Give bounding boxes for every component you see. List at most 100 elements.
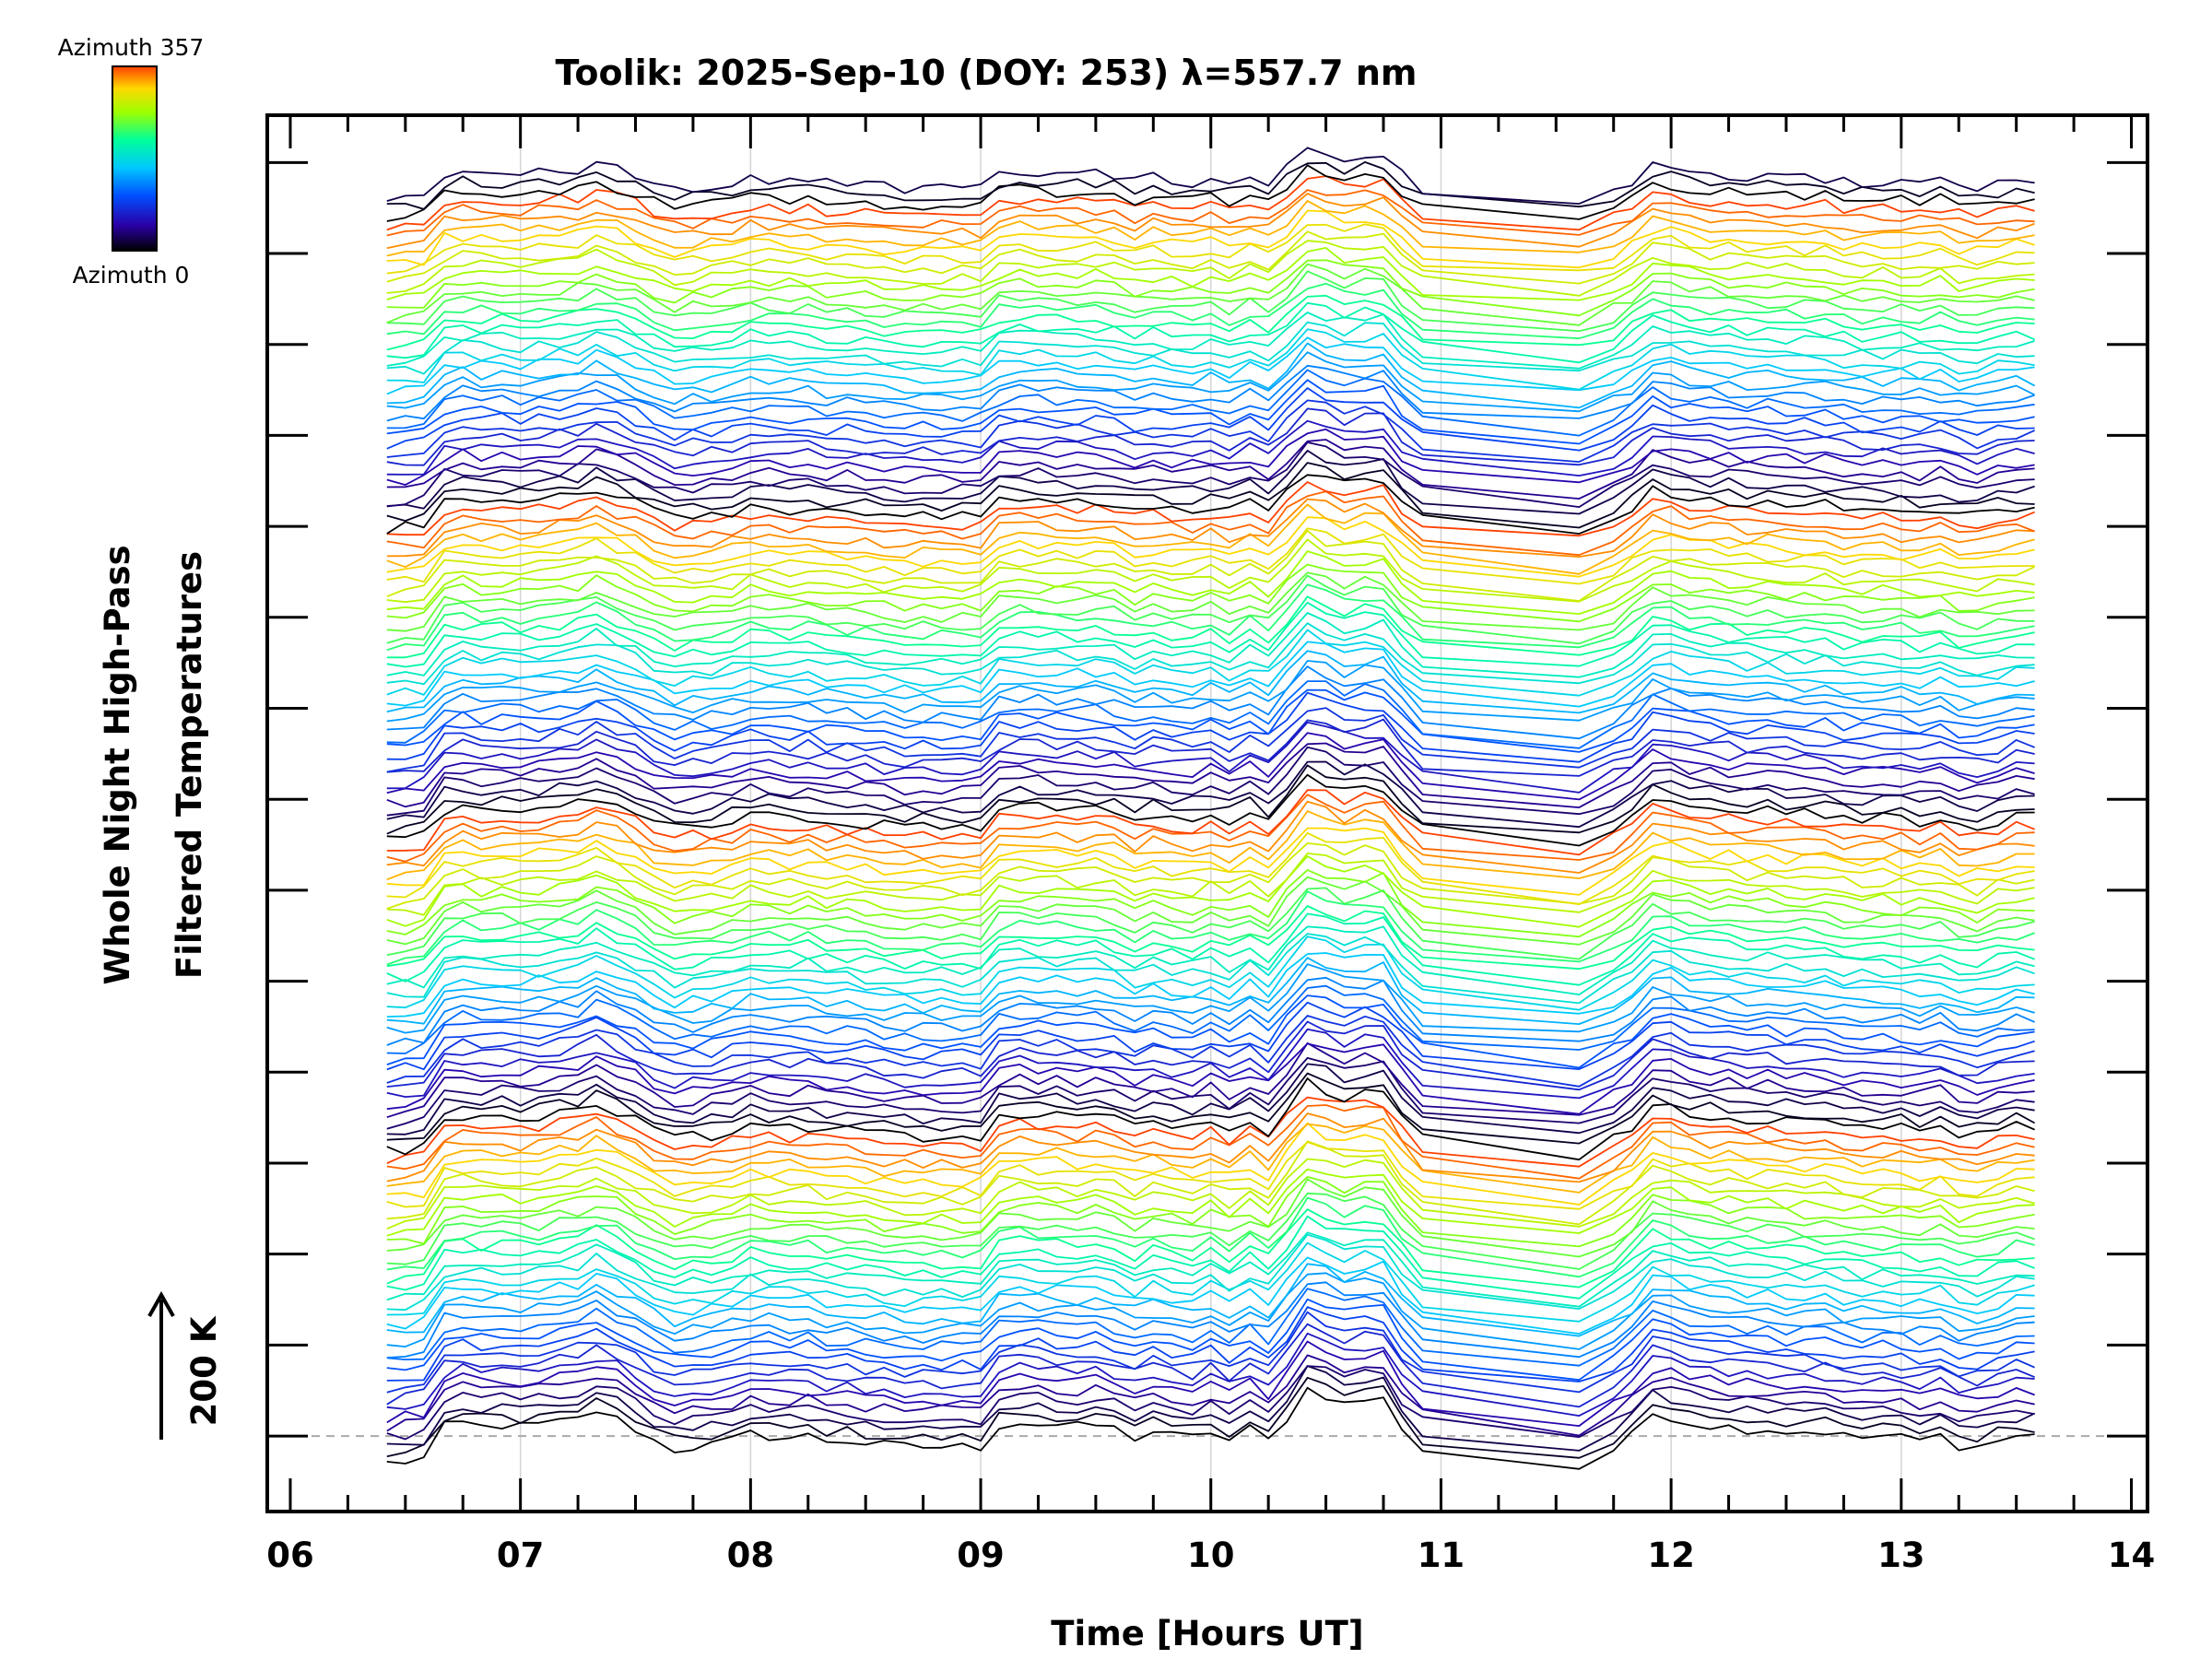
series-line [386,1365,2035,1452]
colorbar-bottom-label: Azimuth 0 [73,262,190,288]
colorbar-top-label: Azimuth 357 [58,34,205,61]
series-line [386,1263,2035,1337]
series-line [386,1241,2035,1323]
series-line [386,193,2035,250]
series-line [386,439,2035,500]
series-line [386,1256,2035,1335]
series-line [386,622,2035,686]
series-line [386,1272,2035,1350]
series-line [386,1215,2035,1300]
series-line [386,721,2035,794]
series-line [386,869,2035,938]
series-line [386,164,2035,222]
x-tick-label: 10 [1187,1535,1235,1575]
series-line [386,1041,2035,1119]
series-line [386,1141,2035,1210]
series-line [386,952,2035,1018]
series-line [386,957,2035,1025]
series-line [386,407,2035,466]
series-line [386,1365,2035,1441]
series-line [386,1001,2035,1071]
series-line [386,1386,2035,1470]
series-line [386,351,2036,413]
series-line [386,984,2035,1054]
plot-frame [265,113,2149,1513]
series-line [386,270,2035,333]
series-line [386,1233,2035,1312]
x-tick-label: 13 [1877,1535,1925,1575]
x-tick-label: 14 [2108,1535,2156,1575]
series-line [386,1288,2035,1367]
series-line [386,742,2035,808]
series-group [386,147,2036,1470]
series-line [386,328,2035,391]
series-line [386,498,2035,558]
series-line [386,1104,2035,1180]
series-line [386,428,2035,486]
series-line [386,282,2035,340]
series-line [386,831,2035,906]
series-line [386,595,2035,659]
series-line [386,516,2035,578]
series-line [386,1192,2035,1270]
colorbar-gradient [112,65,158,252]
series-line [386,1281,2035,1359]
series-line [386,230,2035,285]
series-line [386,789,2035,856]
series-line [386,1063,2035,1135]
series-line [386,312,2035,370]
series-line [386,336,2035,395]
y-axis-label-line1: Whole Night High-Pass [98,545,137,984]
series-line [386,933,2035,1005]
series-line [386,1168,2035,1237]
x-axis-label: Time [Hours UT] [1051,1614,1363,1653]
series-line [386,707,2035,773]
series-line [386,925,2035,995]
series-line [386,574,2035,645]
series-line [386,853,2035,916]
series-line [386,912,2035,986]
series-line [386,1231,2035,1308]
series-line [386,200,2035,257]
series-line [386,1122,2035,1206]
series-line [386,563,2035,623]
series-line [386,691,2035,763]
series-line [386,490,2035,557]
series-line [386,1332,2035,1417]
series-line [386,1196,2035,1278]
series-line [386,419,2035,477]
series-line [386,1376,2035,1459]
series-line [386,760,2035,829]
series-line [386,583,2035,652]
series-line [386,342,2036,409]
series-line [386,294,2035,351]
series-line [386,1096,2035,1168]
series-line [386,1072,2036,1145]
series-line [386,189,2035,237]
series-line [386,364,2035,422]
series-line [386,732,2035,801]
series-line [386,147,2035,205]
series-line [386,1140,2035,1226]
series-line [386,963,2035,1034]
x-tick-label: 09 [957,1535,1005,1575]
series-line [386,976,2035,1046]
series-line [386,247,2035,301]
series-line [386,240,2035,297]
x-tick-labels: 06 07 08 09 10 11 12 13 14 [266,1535,2155,1575]
series-line [386,1020,2035,1091]
series-line [386,905,2035,971]
series-line [386,764,2035,835]
series-line [386,1340,2035,1427]
series-line [386,1354,2035,1437]
series-line [386,855,2035,928]
series-line [386,1208,2035,1288]
series-line [386,527,2035,585]
series-line [386,387,2035,452]
series-line [386,1123,2035,1194]
series-line [386,887,2035,960]
series-line [386,481,2035,537]
series-line [386,1298,2035,1382]
series-line [386,601,2035,668]
series-line [386,209,2035,269]
